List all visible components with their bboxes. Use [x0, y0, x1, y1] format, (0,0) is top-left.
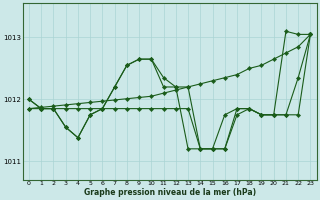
X-axis label: Graphe pression niveau de la mer (hPa): Graphe pression niveau de la mer (hPa) — [84, 188, 256, 197]
